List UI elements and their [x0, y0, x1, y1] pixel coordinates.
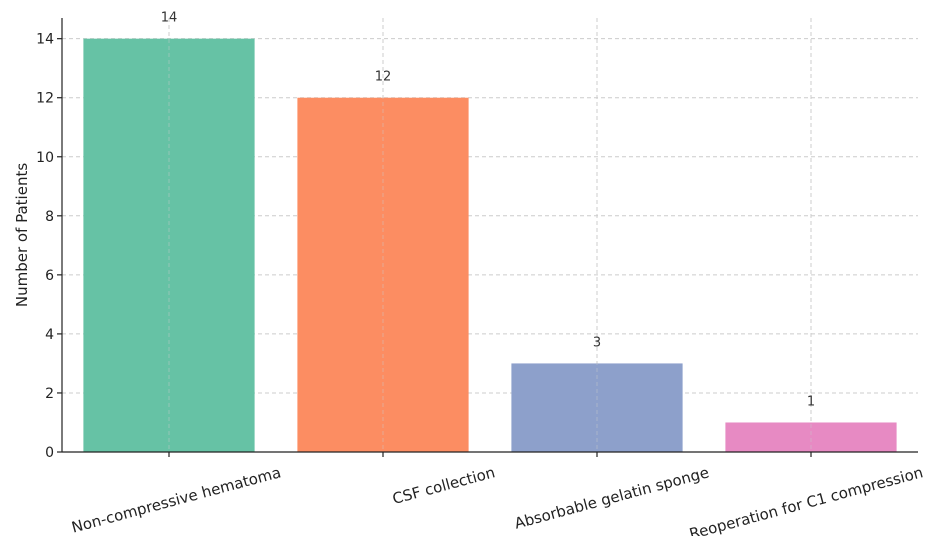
x-tick-label: Non-compressive hematoma	[70, 463, 283, 536]
data-label: 14	[161, 11, 178, 26]
data-label: 1	[807, 394, 815, 409]
x-tick-label: CSF collection	[391, 463, 497, 508]
axes	[57, 18, 918, 457]
bar	[297, 97, 469, 452]
bars	[83, 18, 897, 453]
bar	[511, 363, 683, 452]
y-tick-label: 4	[45, 327, 54, 343]
y-tick-label: 10	[36, 150, 54, 166]
data-label: 3	[593, 335, 601, 350]
x-tick-label: Absorbable gelatin sponge	[513, 463, 711, 532]
y-tick-label: 12	[36, 91, 54, 107]
bar	[725, 422, 897, 452]
data-label: 12	[375, 70, 392, 85]
bar	[83, 38, 255, 453]
y-tick-label: 0	[45, 445, 54, 461]
x-tick-label: Reoperation for C1 compression	[687, 463, 925, 536]
y-tick-label: 2	[45, 386, 54, 402]
y-tick-label: 14	[36, 32, 54, 48]
y-axis-title: Number of Patients	[13, 163, 31, 307]
y-tick-label: 8	[45, 209, 54, 225]
y-tick-label: 6	[45, 268, 54, 284]
